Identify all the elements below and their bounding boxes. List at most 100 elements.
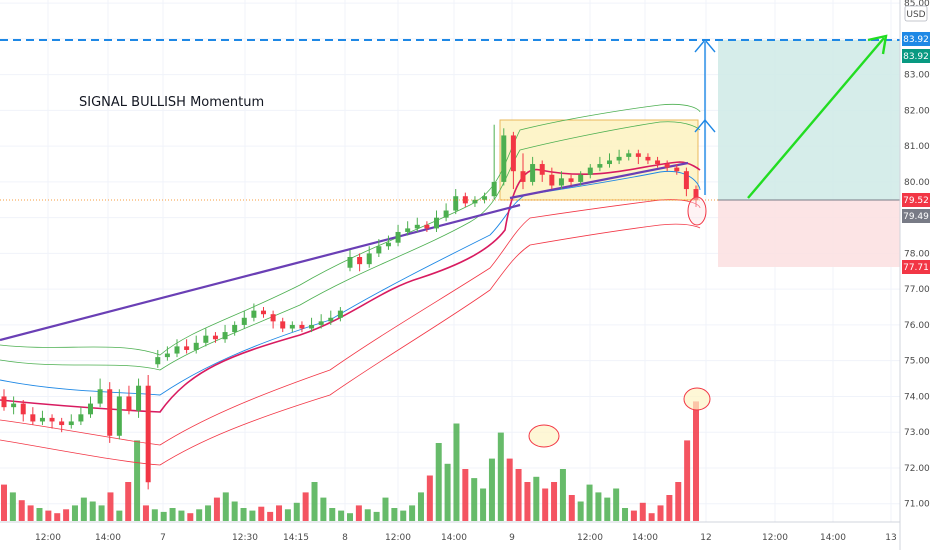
volume-bar [240, 508, 247, 521]
trend-line-short [509, 161, 689, 200]
x-tick-label: 14:00 [441, 533, 467, 543]
volume-bar [648, 513, 655, 521]
volume-bar [497, 432, 504, 521]
volume-bar [178, 510, 185, 521]
target2-badge [902, 49, 930, 63]
mid-band-blue [0, 170, 701, 396]
volume-bar [258, 506, 265, 521]
candle [443, 203, 449, 222]
volume-bar [213, 497, 220, 521]
mid-band-pink [0, 161, 701, 413]
candle [501, 128, 507, 186]
volume-bar [320, 497, 327, 521]
volume-bar [435, 443, 442, 521]
profit-zone [718, 40, 900, 200]
candle [424, 221, 430, 232]
loss-zone [718, 200, 900, 267]
volume-bar [577, 501, 584, 521]
y-tick-label: 77.00 [904, 285, 930, 295]
volume-bar [284, 509, 291, 521]
volume-bar [89, 501, 96, 521]
volume-bar [36, 508, 43, 521]
volume-bar [417, 492, 424, 521]
x-tick-label: 8 [342, 533, 348, 543]
currency-box[interactable] [904, 5, 928, 22]
candle [212, 332, 218, 343]
candle [68, 414, 74, 429]
candle [607, 153, 612, 168]
x-tick-label: 12:00 [762, 533, 788, 543]
candle [558, 171, 564, 190]
candle [520, 153, 526, 190]
price-badges: 83.92 83.92 79.52 79.49 77.71 [902, 32, 930, 274]
candle [347, 249, 353, 272]
volume-bar [426, 475, 433, 521]
volume-bar [45, 510, 52, 521]
candle [30, 407, 36, 426]
signal-annotation: SIGNAL BULLISH Momentum [79, 95, 264, 110]
candle [578, 171, 584, 186]
price-axis[interactable]: 71.00 72.00 73.00 74.00 75.00 76.00 77.00 78.00… [904, 0, 930, 510]
candle [20, 400, 26, 422]
candle [126, 385, 132, 415]
volume-bar [134, 440, 141, 521]
volume-bar [293, 502, 300, 521]
candle [155, 349, 161, 368]
candle [318, 314, 324, 329]
candle [472, 196, 478, 207]
entry-badge [902, 193, 930, 207]
y-tick-label: 81.00 [904, 142, 930, 152]
y-tick-label: 83.00 [904, 71, 930, 81]
volume-bar [54, 513, 61, 521]
candle [664, 160, 670, 172]
volume-bar [1, 484, 7, 521]
stop-badge [902, 260, 930, 274]
volume-bar [151, 509, 158, 521]
candle [261, 307, 266, 318]
volume-bar [391, 508, 398, 521]
candle [145, 374, 151, 490]
volume-bar [586, 484, 593, 521]
y-tick-label: 72.00 [904, 464, 930, 474]
candle [184, 339, 190, 354]
candle [203, 328, 209, 347]
candle [116, 389, 122, 440]
x-tick-label: 7 [160, 533, 166, 543]
volume-bar [480, 488, 487, 521]
candle [309, 317, 315, 333]
volume-bar [205, 505, 212, 521]
x-tick-label: 14:00 [632, 533, 658, 543]
volume-bar [27, 505, 34, 521]
range-box [499, 119, 699, 201]
volume-bars [1, 401, 699, 521]
volume-bar [116, 510, 123, 521]
volume-bar [364, 509, 371, 521]
bullish-arrow-head [867, 34, 888, 55]
x-tick-label: 12:00 [385, 533, 411, 543]
candle [241, 310, 247, 329]
candle [280, 317, 286, 333]
candle [539, 160, 545, 182]
candle [193, 335, 199, 354]
volume-bar [231, 501, 238, 521]
candle [299, 321, 305, 333]
trend-line-long [0, 203, 521, 342]
candle [587, 164, 593, 179]
volume-bar [506, 458, 513, 521]
volume-bar [71, 505, 78, 521]
volume-bar [400, 510, 407, 521]
y-tick-label: 78.00 [904, 249, 930, 259]
x-tick-label: 12:00 [35, 533, 61, 543]
candle [482, 192, 488, 204]
volume-bar [613, 488, 620, 521]
volume-bar [595, 492, 602, 521]
candle [683, 167, 689, 197]
current-badge-label: 79.49 [903, 212, 929, 222]
candle [39, 410, 45, 426]
lower-band-inner [0, 199, 701, 446]
time-axis[interactable]: 12:00 14:00 7 12:30 14:15 8 12:00 14:00 9 12:00 14… [35, 533, 897, 543]
candle [510, 131, 516, 190]
candle [107, 382, 113, 443]
candle [78, 407, 84, 426]
